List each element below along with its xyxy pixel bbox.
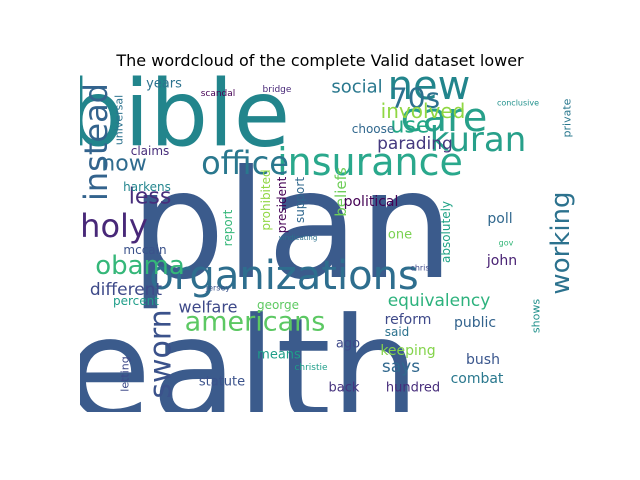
word-means: means [257,348,301,363]
word-hundred: hundred [386,381,440,396]
word-americans: americans [185,307,326,338]
word-jersey: jersey [205,284,231,293]
word-gov: gov [499,239,514,248]
word-chris: chris [410,264,429,273]
word-ago: ago [336,337,360,352]
word-welfare: welfare [179,298,238,317]
word-claims: claims [131,144,170,158]
word-choose: choose [352,122,395,136]
word-said: said [385,325,410,339]
word-bush: bush [466,352,500,368]
word-70s: 70s [390,82,440,115]
word-obama: obama [95,251,185,281]
word-scandal: scandal [201,89,236,99]
wordcloud: planhealth bible organizations insurancecar… [80,74,576,412]
word-mccain: mccain [123,243,166,257]
word-instead: instead [80,83,115,201]
word-kuran: kuran [430,120,527,160]
word-absolutely: absolutely [439,201,453,263]
word-care: care [401,95,488,141]
word-keeping: keeping [380,343,435,359]
word-plan: plan [130,139,454,313]
word-statute: statute [199,375,245,390]
word-use: use [391,114,430,139]
word-private: private [561,98,574,137]
word-reform: reform [385,312,432,328]
wordcloud-panel: planhealth bible organizations insurancecar… [80,74,576,412]
word-organizations: organizations [149,253,419,299]
word-office: office [201,144,289,182]
word-years: years [146,77,182,92]
word-george: george [257,298,299,312]
word-working: working [546,191,576,294]
word-beliefs: beliefs [332,167,350,217]
word-christie: christie [294,363,328,373]
word-conclusive: conclusive [497,99,539,108]
word-less: less [129,185,172,210]
word-says: says [382,357,420,377]
word-vindicating: vindicating [279,234,318,242]
word-combat: combat [451,371,504,387]
word-public: public [454,315,496,331]
word-social: social [331,77,382,98]
word-universal: universal [113,95,126,145]
word-harkens: harkens [123,180,171,194]
word-shows: shows [530,299,543,333]
word-now: now [101,152,146,177]
word-prohibited: prohibited [259,169,273,230]
word-insurance: insurance [277,140,463,184]
word-different: different [90,280,163,300]
word-health: health [80,289,420,413]
word-john: john [486,253,517,269]
word-percent: percent [113,294,159,308]
word-poll: poll [487,211,512,227]
word-political: political [344,194,399,210]
word-one: one [388,228,412,243]
word-holy: holy [80,207,148,245]
word-new: new [388,74,471,109]
word-back: back [329,381,360,396]
word-letting: letting [119,356,132,391]
word-bible: bible [80,74,290,168]
word-support: support [293,177,307,223]
word-report: report [221,209,235,246]
word-parading: parading [377,134,453,154]
word-sworn: sworn [144,309,179,398]
word-president: president [275,176,289,233]
word-equivalency: equivalency [388,291,491,311]
word-bridge: bridge [263,85,292,95]
word-involved: involved [381,99,466,123]
chart-title: The wordcloud of the complete Valid data… [116,51,524,70]
